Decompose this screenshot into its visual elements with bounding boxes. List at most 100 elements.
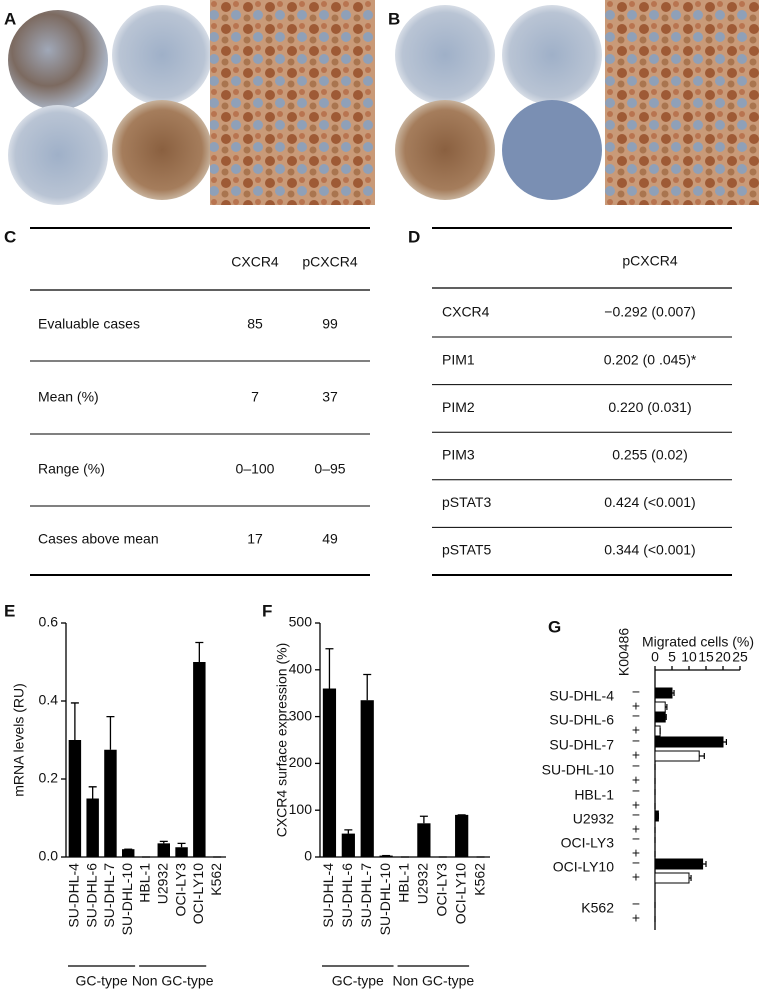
legend-sign: − [632,783,640,799]
table-cell: 0.202 (0 .045)* [604,351,697,367]
x-tick-label: U2932 [415,863,431,904]
error-bar [665,714,667,720]
row-label: Cases above mean [38,531,159,547]
error-bar [672,690,675,696]
column-header: pCXCR4 [302,254,357,270]
panel-label: E [4,601,15,620]
legend-sign: + [632,722,640,738]
error-bar [106,715,115,750]
y-tick-label: U2932 [573,811,614,827]
error-bar [699,753,705,759]
x-tick-label: K562 [471,863,487,896]
table-cell: 7 [251,389,259,405]
x-tick-label: HBL-1 [137,863,153,903]
legend-sign: + [632,747,640,763]
legend-sign: + [632,698,640,714]
x-axis-label: Migrated cells (%) [642,634,754,650]
row-label: CXCR4 [442,304,490,320]
error-bar [702,861,707,867]
bar [654,687,673,699]
y-tick-label: 0.6 [39,614,59,630]
legend-sign: − [632,758,640,774]
error-bar [195,641,204,662]
group-label: GC-type [75,973,127,989]
legend-sign: − [632,831,640,847]
legend-sign: − [632,855,640,871]
x-tick-label: SU-DHL-10 [377,863,393,936]
error-bar [177,842,186,848]
panel-b-images [395,0,759,205]
y-tick-label: HBL-1 [574,787,614,803]
legend-sign: − [632,708,640,724]
x-tick-label: SU-DHL-7 [101,863,117,928]
table-cell: 85 [247,316,263,332]
x-tick-label: HBL-1 [396,863,412,903]
legend-sign: + [632,772,640,788]
y-tick-label: 100 [289,801,313,817]
x-tick-label: 15 [698,649,714,665]
legend-sign: + [632,821,640,837]
error-bar [689,875,692,881]
y-tick-label: OCI-LY10 [553,859,614,875]
x-tick-label: OCI-LY3 [172,863,188,917]
x-tick-label: SU-DHL-10 [119,863,135,936]
error-bar [665,704,668,710]
error-bar [159,840,168,844]
x-tick-label: U2932 [154,863,170,904]
y-tick-label: K562 [581,900,614,916]
x-tick-label: SU-DHL-4 [320,863,336,928]
legend-sign: − [632,684,640,700]
y-tick-label: SU-DHL-6 [549,712,614,728]
bar [654,711,666,723]
x-tick-label: SU-DHL-6 [339,863,355,928]
legend-sign: + [632,910,640,926]
row-label: pSTAT5 [442,542,491,558]
panel-label: A [4,9,16,28]
table-cell: 0.255 (0.02) [612,447,688,463]
bar [68,740,82,857]
table-cell: 0.344 (<0.001) [604,542,695,558]
y-tick-label: 0.4 [39,692,59,708]
error-bar [70,702,79,740]
error-bar [325,648,334,689]
table-cell: 0–100 [236,461,275,477]
legend-sign: − [632,733,640,749]
bar [654,701,666,713]
x-tick-label: SU-DHL-7 [358,863,374,928]
table-cell: 99 [322,316,338,332]
bar [455,814,469,857]
row-label: PIM2 [442,399,475,415]
error-bar [344,829,353,834]
x-tick-label: 5 [668,649,676,665]
y-tick-label: 300 [289,707,313,723]
x-tick-label: OCI-LY10 [190,863,206,924]
table-cell: 37 [322,389,338,405]
table-cell: 0.220 (0.031) [608,399,691,415]
y-tick-label: 500 [289,614,313,630]
row-label: Range (%) [38,461,105,477]
x-tick-label: 10 [681,649,697,665]
column-header: CXCR4 [231,254,279,270]
row-label: PIM1 [442,351,475,367]
x-tick-label: OCI-LY10 [452,863,468,924]
legend-sign: + [632,797,640,813]
panel-label: G [548,617,561,636]
panel-a-images [8,0,375,205]
panel-label: B [388,9,400,28]
error-bar [723,739,727,745]
bar [654,858,704,870]
bar [157,843,170,857]
column-header: pCXCR4 [622,253,677,269]
group-label: GC-type [332,973,384,989]
bar [360,700,374,857]
table-cell: 17 [247,531,263,547]
panel-label: D [408,227,420,246]
y-tick-label: SU-DHL-7 [549,737,614,753]
x-tick-label: K562 [208,863,224,896]
panel-label: F [262,601,272,620]
table-cell: 0.424 (<0.001) [604,494,695,510]
x-tick-label: SU-DHL-4 [66,863,82,928]
y-tick-label: 200 [289,754,313,770]
bar [86,798,99,857]
